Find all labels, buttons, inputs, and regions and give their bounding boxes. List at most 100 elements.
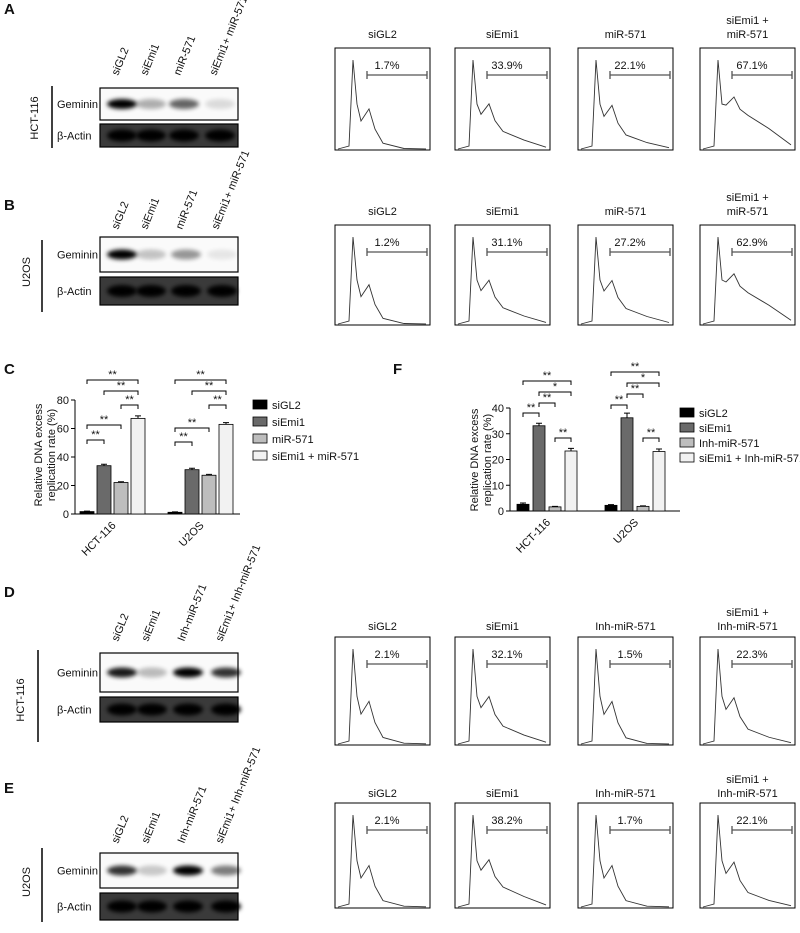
y-tick-label: 0 <box>63 509 69 521</box>
bar <box>548 506 562 512</box>
band <box>137 703 167 716</box>
cell-line: HCT-116 <box>15 678 27 721</box>
flow-title: Inh-miR-571 <box>717 621 778 633</box>
significance-bracket <box>538 391 572 396</box>
gate-percent: 1.5% <box>617 649 642 661</box>
band <box>107 129 137 142</box>
legend-swatch <box>252 433 268 444</box>
band <box>207 249 237 260</box>
band <box>107 249 137 260</box>
y-tick-label: 80 <box>57 395 69 407</box>
gate <box>366 826 428 834</box>
flow-histogram <box>702 814 792 908</box>
flow-title: Inh-miR-571 <box>595 788 656 800</box>
error-bar <box>206 473 212 476</box>
lane-label: siEmi1+ Inh-miR-571 <box>214 543 264 643</box>
legend-label: siEmi1 + Inh-miR-571 <box>699 453 800 465</box>
significance-label: ** <box>559 427 568 439</box>
gate <box>366 660 428 668</box>
panel-letter: E <box>4 780 14 797</box>
lane-label: siGL2 <box>110 612 132 643</box>
row-label: Geminin <box>57 866 98 878</box>
error-bar <box>223 422 229 425</box>
bar <box>218 423 234 515</box>
flow-title: siEmi1 + <box>726 15 769 27</box>
flow-title: siEmi1 + <box>726 192 769 204</box>
band <box>211 900 241 913</box>
band <box>137 900 167 913</box>
bar <box>167 511 183 515</box>
significance-label: ** <box>108 369 117 381</box>
band <box>169 99 199 109</box>
band <box>137 667 167 678</box>
cell-line: U2OS <box>21 257 33 287</box>
gate-percent: 22.1% <box>614 60 645 72</box>
gate <box>731 660 793 668</box>
gate <box>366 71 428 79</box>
bar <box>564 450 578 512</box>
significance-label: ** <box>647 427 656 439</box>
significance-bracket <box>174 379 227 384</box>
band <box>207 285 237 297</box>
gate <box>609 826 671 834</box>
gate-percent: 2.1% <box>374 815 399 827</box>
significance-label: ** <box>631 383 640 395</box>
flow-title: siGL2 <box>368 29 397 41</box>
significance-label: ** <box>91 429 100 441</box>
band <box>205 129 235 142</box>
bar <box>201 474 217 515</box>
band <box>107 865 137 876</box>
lane-label: siGL2 <box>110 200 132 231</box>
flow-histogram <box>580 236 670 325</box>
row-label: β-Actin <box>57 902 91 914</box>
bar <box>604 504 618 512</box>
gate-percent: 22.1% <box>736 815 767 827</box>
y-tick-label: 0 <box>498 506 504 518</box>
gate-percent: 32.1% <box>491 649 522 661</box>
gate-percent: 62.9% <box>736 237 767 249</box>
bar <box>636 505 650 512</box>
bar <box>516 503 530 512</box>
legend-label: miR-571 <box>272 434 314 446</box>
flow-title: siEmi1 <box>486 788 519 800</box>
significance-label: ** <box>543 392 552 404</box>
band <box>173 703 203 716</box>
flow-histogram <box>457 236 547 325</box>
significance-label: ** <box>527 402 536 414</box>
significance-bracket <box>538 402 556 407</box>
significance-bracket <box>174 427 210 432</box>
x-tick-label: U2OS <box>611 517 641 547</box>
row-label: Geminin <box>57 668 98 680</box>
flow-title: miR-571 <box>605 206 647 218</box>
flow-title: siEmi1 <box>486 29 519 41</box>
flow-title: siGL2 <box>368 788 397 800</box>
x-tick-label: U2OS <box>177 520 207 550</box>
significance-bracket <box>626 393 644 398</box>
error-bar <box>189 467 195 470</box>
significance-bracket <box>522 412 540 417</box>
flow-title: siGL2 <box>368 621 397 633</box>
panel-letter: B <box>4 197 15 214</box>
flow-title: miR-571 <box>727 29 769 41</box>
bar <box>620 417 634 512</box>
significance-bracket <box>86 439 105 444</box>
row-label: Geminin <box>57 99 98 111</box>
lane-label: siEmi1 <box>140 608 163 643</box>
band <box>173 900 203 913</box>
x-tick-label: HCT-116 <box>80 520 119 559</box>
legend-label: siEmi1 <box>272 417 305 429</box>
significance-bracket <box>103 390 139 395</box>
gate <box>731 248 793 256</box>
legend-swatch <box>252 416 268 427</box>
significance-bracket <box>522 380 572 385</box>
band <box>107 99 137 109</box>
significance-bracket <box>610 404 628 409</box>
y-axis-label: replication rate (%) <box>46 409 58 501</box>
flow-title: Inh-miR-571 <box>595 621 656 633</box>
legend-label: siGL2 <box>699 408 728 420</box>
gate-percent: 1.2% <box>374 237 399 249</box>
flow-title: siGL2 <box>368 206 397 218</box>
significance-label: ** <box>196 369 205 381</box>
band <box>173 667 203 678</box>
